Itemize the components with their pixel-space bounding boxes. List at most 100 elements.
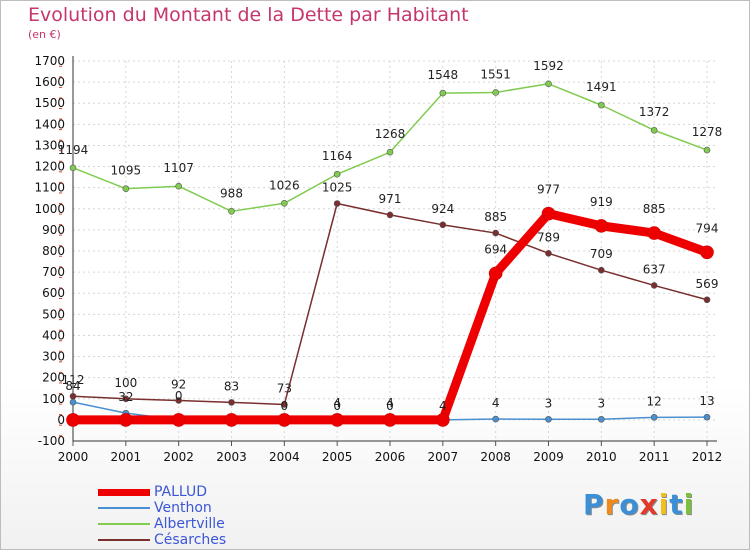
logo-letter: t [669,488,684,521]
data-point [650,282,658,289]
data-label: 13 [699,394,714,408]
x-tick-label: 2005 [322,450,353,464]
y-tick-label: 1400 [34,117,65,131]
y-tick-label: 500 [42,307,65,321]
data-point [122,395,130,403]
x-tick-label: 2012 [692,450,723,464]
data-point [598,415,605,423]
data-point [228,208,235,215]
y-tick-label: 1500 [34,96,65,110]
data-label: 1025 [322,181,353,195]
x-tick-label: 2009 [533,450,564,464]
y-tick-label: 600 [42,286,65,300]
series-pallud [66,206,714,427]
axes: -100010020030040050060070080090010001100… [34,54,722,464]
data-point [175,397,182,404]
data-point [545,415,552,423]
data-point [700,245,714,260]
y-tick-label: 1100 [34,181,65,195]
data-label: 924 [431,202,454,216]
data-label: 84 [65,379,80,393]
data-point [703,413,711,421]
data-label: 1491 [586,80,617,94]
data-point [703,296,711,304]
proxiti-logo: Proxiti [583,488,694,521]
data-label: 1548 [428,68,459,82]
data-label: 1278 [692,125,723,139]
data-point [281,401,288,408]
data-label: 0 [333,399,341,413]
data-label: 919 [590,195,613,209]
data-point [545,80,552,88]
data-label: 1592 [533,59,564,73]
data-label: 1268 [375,127,406,141]
data-point [386,148,394,156]
data-label: 971 [379,192,402,206]
data-point [228,399,235,406]
y-tick-label: 1600 [34,75,65,89]
legend-label: Césarches [154,532,227,548]
data-label: 1026 [269,178,300,192]
logo-letter: o [619,488,640,521]
data-label: 885 [484,210,507,224]
unit-label: (en €) [28,28,61,41]
data-point [703,146,711,154]
y-tick-label: 800 [42,244,65,258]
data-point [545,250,552,257]
data-point [224,413,239,427]
x-tick-label: 2011 [639,450,670,464]
data-label: 1551 [480,67,511,81]
data-label: 637 [643,262,666,276]
data-point [171,413,186,427]
data-point [647,226,661,240]
data-label: 0 [175,389,183,403]
data-label: 569 [696,277,719,291]
data-point [488,266,503,281]
x-tick-label: 2000 [58,450,89,464]
y-tick-label: -100 [38,434,65,448]
data-point [436,413,450,427]
x-tick-label: 2002 [163,450,194,464]
data-point [492,229,499,237]
x-tick-label: 2006 [375,450,406,464]
x-tick-label: 2003 [216,450,247,464]
data-label: 794 [696,221,719,235]
data-point [277,413,292,427]
data-label: 977 [537,183,560,197]
data-label: 12 [647,394,662,408]
data-label: 83 [224,379,239,393]
x-tick-label: 2004 [269,450,300,464]
data-point [175,182,182,190]
y-tick-label: 1200 [34,160,65,174]
chart-title: Evolution du Montant de la Dette par Hab… [28,4,469,26]
y-tick-label: 700 [42,265,65,279]
data-label: 4 [386,396,394,410]
series-césarches [69,200,711,408]
legend-label: Venthon [154,500,212,516]
data-point [281,199,288,207]
y-tick-label: 1300 [34,138,65,152]
data-label: 3 [598,396,606,410]
data-point [69,164,77,172]
series-line [72,202,708,406]
data-point [383,413,397,427]
data-point [650,126,658,134]
data-point [69,392,77,400]
data-labels: 0 694 977 919 885 794 84 32 4 4 4 3 3 12 13 1194 1095 110… [58,59,723,413]
data-point [598,101,605,109]
data-label: 4 [333,396,341,410]
data-point [386,211,394,219]
data-label: 3 [545,396,553,410]
y-tick-label: 200 [42,371,65,385]
x-tick-label: 2010 [586,450,617,464]
x-tick-label: 2001 [111,450,142,464]
data-label: 73 [277,381,292,395]
data-label: 0 [386,399,394,413]
y-tick-label: 100 [42,392,65,406]
series-layer [66,80,714,427]
data-label: 4 [439,399,447,413]
y-tick-label: 900 [42,223,65,237]
data-label: 1095 [111,164,142,178]
